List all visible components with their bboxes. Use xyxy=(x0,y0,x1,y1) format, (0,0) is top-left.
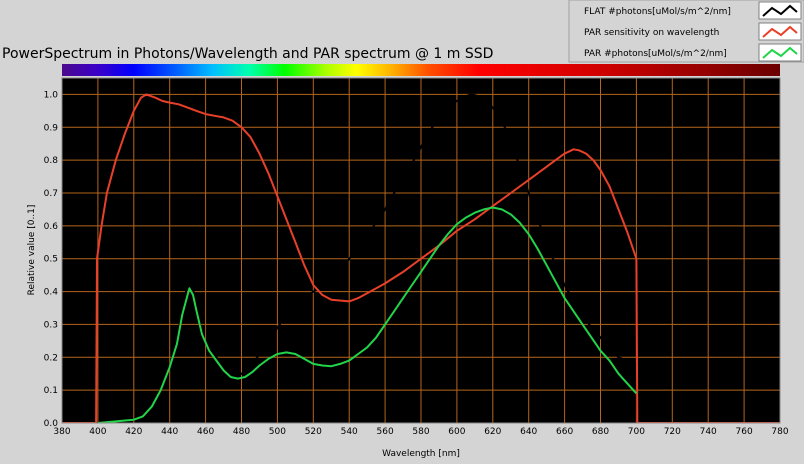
x-tick-label: 400 xyxy=(89,427,106,437)
y-tick-label: 0.4 xyxy=(44,288,59,298)
legend-label-flat: FLAT #photons[uMol/s/m^2/nm] xyxy=(584,7,731,17)
y-axis-ticks: 0.0 0.1 0.2 0.3 0.4 0.5 0.6 0.7 0.8 0.9 1.0 xyxy=(44,90,59,429)
x-tick-label: 640 xyxy=(520,427,537,437)
plot-border xyxy=(61,77,781,424)
x-tick-label: 500 xyxy=(269,427,286,437)
legend-label-par-sensitivity: PAR sensitivity on wavelength xyxy=(584,28,719,38)
legend: FLAT #photons[uMol/s/m^2/nm] PAR sensiti… xyxy=(568,0,804,63)
x-tick-label: 780 xyxy=(771,427,788,437)
x-tick-label: 700 xyxy=(628,427,645,437)
x-tick-label: 540 xyxy=(341,427,358,437)
y-tick-label: 0.9 xyxy=(44,123,59,133)
x-tick-label: 440 xyxy=(161,427,178,437)
x-tick-label: 740 xyxy=(700,427,717,437)
legend-label-par-photons: PAR #photons[uMol/s/m^2/nm] xyxy=(584,49,727,59)
x-tick-label: 680 xyxy=(592,427,609,437)
x-tick-label: 560 xyxy=(377,427,394,437)
legend-item-par-photons: PAR #photons[uMol/s/m^2/nm] xyxy=(584,43,802,62)
y-tick-label: 0.0 xyxy=(44,419,59,429)
x-tick-label: 720 xyxy=(664,427,681,437)
x-axis-ticks: 380 400 420 440 460 480 500 520 540 560 580 600 620 6… xyxy=(53,427,788,437)
x-tick-label: 460 xyxy=(197,427,214,437)
legend-swatch-flat xyxy=(762,4,798,17)
y-tick-label: 0.6 xyxy=(44,222,59,232)
y-tick-label: 1.0 xyxy=(44,90,59,100)
grid-lines xyxy=(62,78,780,423)
x-tick-label: 600 xyxy=(448,427,465,437)
x-tick-label: 620 xyxy=(484,427,501,437)
series-line-par-sensitivity xyxy=(62,93,780,423)
x-tick-label: 380 xyxy=(53,427,70,437)
x-tick-label: 660 xyxy=(556,427,573,437)
x-tick-label: 480 xyxy=(233,427,250,437)
y-tick-label: 0.2 xyxy=(44,353,58,363)
series-line-flat-photons xyxy=(62,93,780,423)
series-line-par-photons xyxy=(97,206,638,423)
y-axis-label: Relative value [0..1] xyxy=(27,205,37,296)
chart-title: PowerSpectrum in Photons/Wavelength and … xyxy=(2,46,493,62)
y-tick-label: 0.7 xyxy=(44,189,58,199)
x-axis-label: Wavelength [nm] xyxy=(382,449,460,459)
y-tick-label: 0.5 xyxy=(44,255,58,265)
spectrum-color-bar xyxy=(62,64,780,76)
x-tick-label: 760 xyxy=(736,427,753,437)
legend-item-flat: FLAT #photons[uMol/s/m^2/nm] xyxy=(584,1,802,20)
x-tick-label: 520 xyxy=(305,427,322,437)
series-layer xyxy=(62,93,780,423)
x-tick-label: 580 xyxy=(412,427,429,437)
y-tick-label: 0.1 xyxy=(44,386,58,396)
legend-swatch-par-photons xyxy=(762,46,798,59)
y-tick-label: 0.3 xyxy=(44,320,58,330)
y-tick-label: 0.8 xyxy=(44,156,59,166)
legend-swatch-par-sensitivity xyxy=(762,25,798,38)
x-tick-label: 420 xyxy=(125,427,142,437)
legend-item-par-sensitivity: PAR sensitivity on wavelength xyxy=(584,22,802,41)
